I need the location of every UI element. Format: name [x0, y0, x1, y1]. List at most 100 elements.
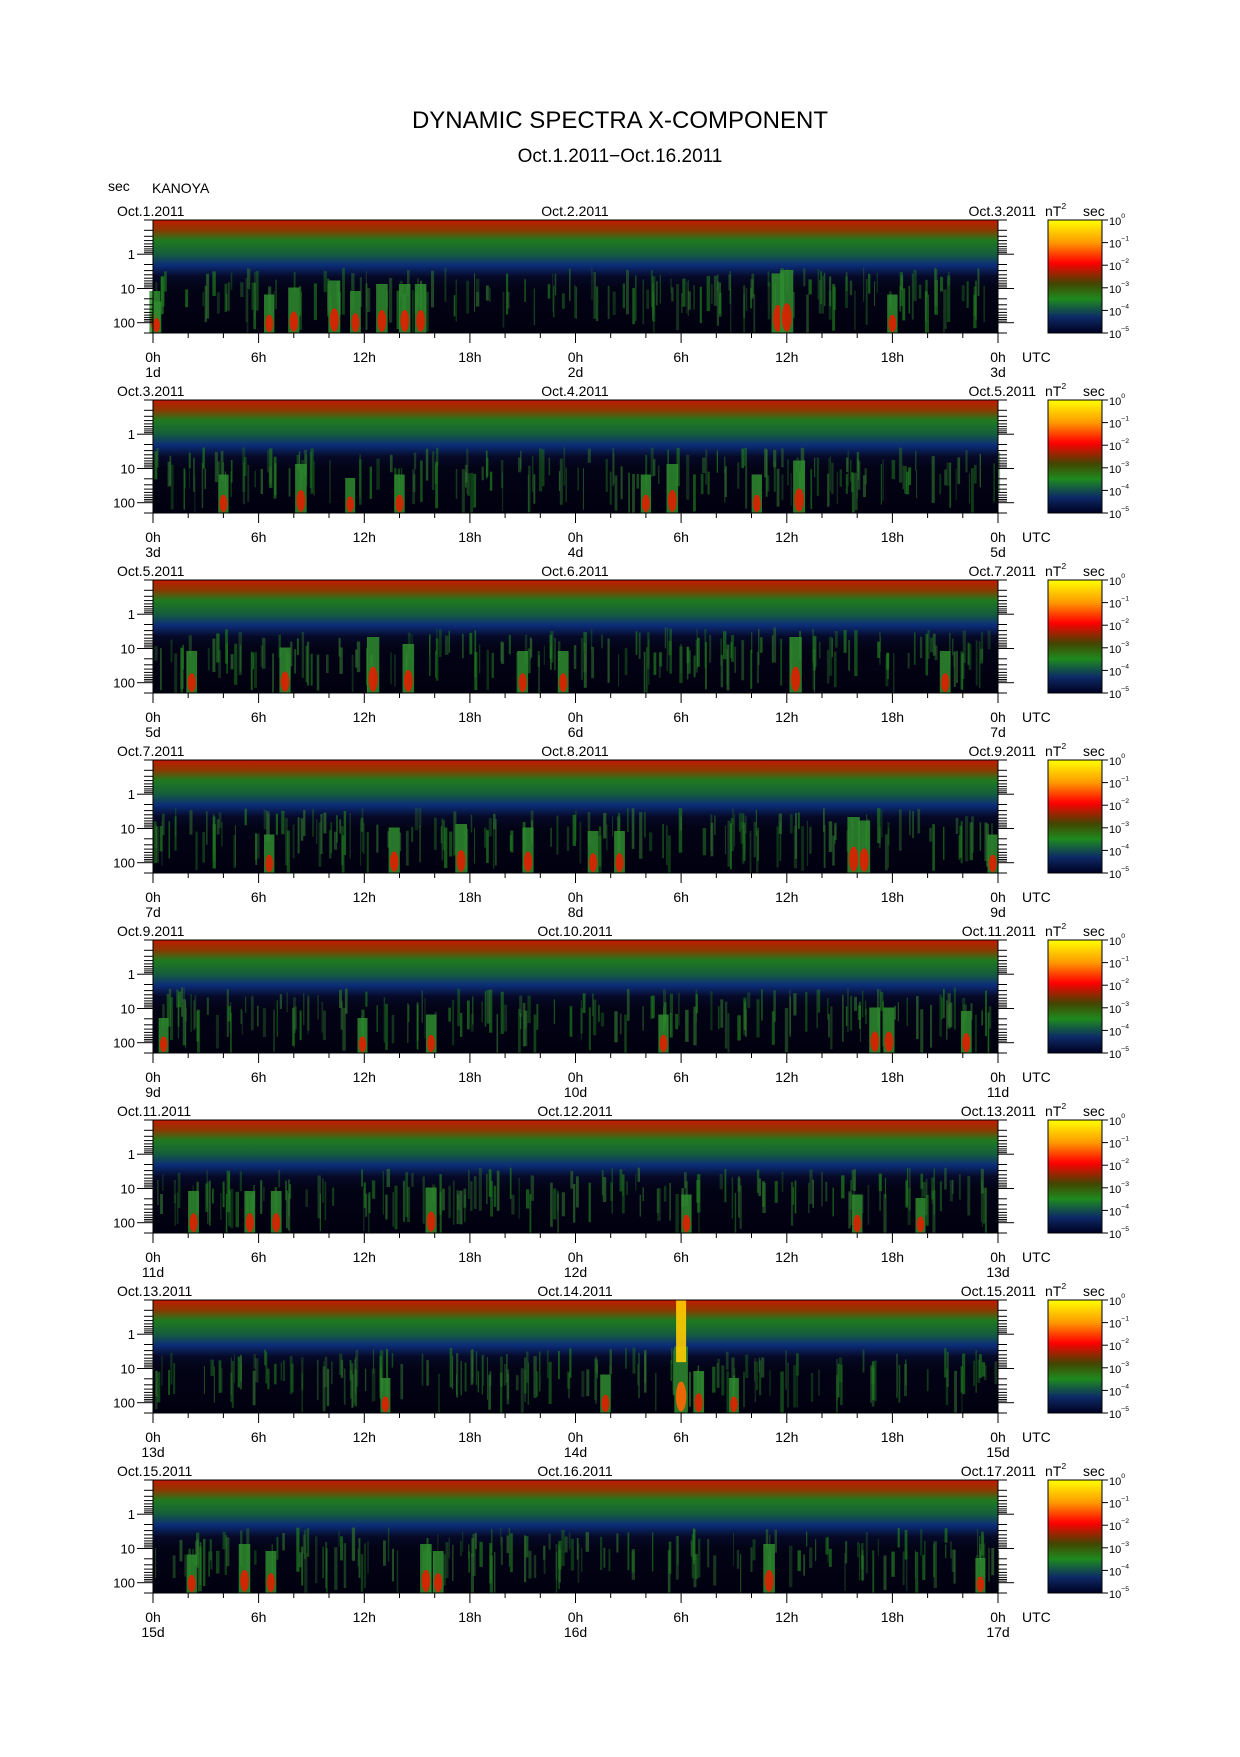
spectral-streak	[806, 294, 809, 333]
spectral-streak	[155, 1370, 158, 1410]
spectral-streak	[221, 822, 223, 847]
spectral-streak	[411, 826, 414, 842]
spectral-streak	[569, 1006, 573, 1037]
spectral-streak	[488, 818, 492, 837]
spectral-streak	[944, 289, 947, 330]
spectral-streak	[342, 1007, 346, 1051]
spectral-streak	[296, 1527, 300, 1572]
spectral-streak	[216, 633, 220, 663]
power-event-core	[240, 1569, 249, 1592]
spectral-streak	[815, 1539, 817, 1561]
spectral-streak	[868, 273, 871, 294]
power-event	[883, 1007, 895, 1053]
spectral-streak	[953, 651, 956, 687]
spectral-streak	[472, 996, 474, 1025]
spectral-streak	[469, 632, 473, 655]
spectral-streak	[289, 1356, 293, 1395]
spectral-streak	[233, 1354, 235, 1383]
spectral-streak	[587, 812, 591, 845]
spectral-streak	[254, 651, 257, 688]
spectral-streak	[769, 1370, 771, 1396]
spectral-streak	[383, 996, 386, 1043]
y-tick-label: 1	[128, 1147, 135, 1162]
spectral-streak	[368, 1192, 371, 1214]
spectral-streak	[376, 824, 379, 853]
spectral-streak	[276, 1000, 278, 1037]
spectral-streak	[845, 276, 849, 308]
spectral-streak	[279, 994, 282, 1009]
power-event	[557, 651, 569, 693]
spectral-streak	[898, 447, 903, 483]
spectral-streak	[983, 1187, 986, 1224]
spectral-streak	[196, 1539, 199, 1555]
colorbar-tick-label: 10−5	[1109, 1586, 1129, 1601]
spectral-streak	[533, 474, 536, 504]
spectral-streak	[933, 1541, 937, 1588]
power-event	[376, 284, 388, 333]
x-tick-label: 0h	[145, 1609, 161, 1625]
spectral-streak	[734, 1192, 737, 1233]
panel-mid-date: Oct.2.2011	[541, 203, 609, 219]
spectral-streak	[435, 638, 439, 681]
spectral-streak	[692, 1529, 696, 1561]
spectral-streak	[365, 1368, 367, 1391]
spectral-streak	[596, 286, 599, 322]
spectral-streak	[533, 288, 535, 326]
spectral-streak	[444, 635, 449, 655]
colorbar-tick-label: 10−2	[1109, 1518, 1129, 1533]
colorbar-tick-label: 10−1	[1109, 1496, 1129, 1511]
spectral-streak	[625, 1348, 627, 1369]
spectral-streak	[730, 818, 734, 852]
spectral-streak	[684, 1172, 687, 1189]
spectral-streak	[197, 1551, 200, 1592]
spectral-streak	[939, 474, 942, 495]
spectral-streak	[206, 811, 208, 845]
spectral-streak	[912, 811, 914, 839]
spectral-streak	[861, 990, 864, 1018]
spectral-streak	[467, 473, 470, 497]
spectral-streak	[646, 289, 649, 309]
spectral-streak	[524, 1369, 526, 1403]
spectral-streak	[385, 1003, 388, 1050]
power-event-core	[189, 1213, 198, 1233]
spectral-streak	[920, 1173, 924, 1189]
power-event	[151, 301, 162, 333]
spectral-streak	[230, 1012, 232, 1053]
colorbar-tick-label: 100	[1109, 1293, 1125, 1308]
spectral-streak	[591, 646, 595, 679]
spectral-streak	[329, 460, 331, 504]
spectral-streak	[753, 294, 756, 333]
colorbar-tick-label: 10−3	[1109, 1001, 1129, 1016]
spectral-streak	[669, 993, 673, 1038]
spectral-streak	[373, 1368, 376, 1401]
spectral-streak	[776, 468, 780, 507]
spectral-streak	[493, 1185, 497, 1207]
panel-start-date: Oct.9.2011	[117, 923, 185, 939]
y-tick-label: 1	[128, 607, 135, 622]
power-event-core	[764, 1569, 774, 1592]
spectral-streak	[365, 991, 368, 1007]
spectral-streak	[847, 450, 849, 487]
colorbar	[1047, 579, 1103, 694]
colorbar-tick-label: 10−5	[1109, 1406, 1129, 1421]
spectral-streak	[400, 1363, 404, 1400]
spectral-streak	[252, 652, 254, 670]
power-event-core	[988, 854, 997, 873]
spectral-streak	[794, 1180, 797, 1214]
spectral-streak	[728, 274, 732, 291]
spectral-streak	[161, 813, 165, 836]
x-tick-label: 18h	[458, 1069, 481, 1085]
colorbar-tick-label: 10−5	[1109, 1226, 1129, 1241]
spectral-streak	[904, 1364, 907, 1397]
spectral-streak	[431, 451, 435, 490]
spectral-streak	[287, 1193, 290, 1231]
colorbar-tick-label: 10−1	[1109, 416, 1129, 431]
spectral-streak	[304, 1553, 308, 1593]
spectral-streak	[209, 1181, 211, 1222]
spectral-streak	[257, 833, 260, 859]
power-event-core	[589, 853, 598, 873]
spectral-streak	[184, 1554, 187, 1577]
x-tick-label: 18h	[458, 349, 481, 365]
colorbar-tick-label: 100	[1109, 1473, 1125, 1488]
spectral-streak	[652, 294, 655, 333]
